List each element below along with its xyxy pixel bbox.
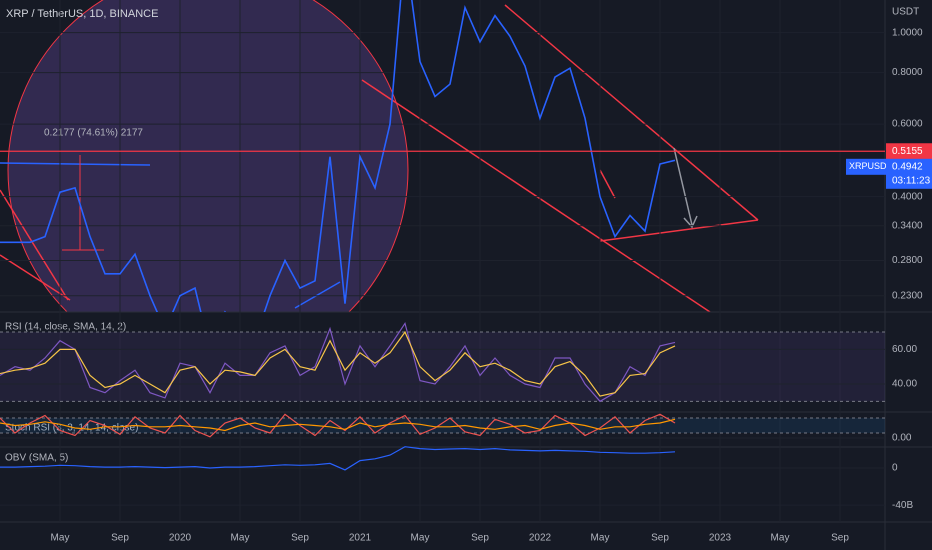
axis-unit: USDT	[892, 7, 919, 18]
x-tick-label: May	[231, 533, 250, 544]
circle-drawing	[7, 0, 409, 312]
y-tick-label: 60.00	[892, 344, 917, 355]
x-tick-label: Sep	[291, 533, 309, 544]
trendline	[294, 281, 341, 309]
pane-title: Stoch RSI (3, 3, 14, 14, close)	[5, 423, 138, 434]
pane-title: OBV (SMA, 5)	[5, 453, 68, 464]
arrow-head	[683, 215, 698, 229]
countdown-label: 03:11:23	[892, 175, 931, 186]
symbol-label: XRPUSDT	[849, 161, 893, 171]
series-group	[0, 321, 676, 403]
x-tick-label: Sep	[111, 533, 129, 544]
band-fill	[0, 332, 885, 402]
series-group	[0, 446, 676, 471]
measure-label: 0.2177 (74.61%) 2177	[44, 128, 143, 139]
pane-title: RSI (14, close, SMA, 14, 2)	[5, 322, 126, 333]
y-tick-label: 0.8000	[892, 67, 923, 78]
x-tick-label: 2021	[349, 533, 372, 544]
y-tick-label: 40.00	[892, 379, 917, 390]
y-tick-label: 0	[892, 463, 898, 474]
trendline	[599, 169, 616, 199]
x-tick-label: May	[411, 533, 430, 544]
x-tick-label: 2020	[169, 533, 192, 544]
symbol-box	[846, 158, 886, 175]
series-line	[0, 0, 676, 312]
arrow	[673, 147, 693, 226]
chart-title: XRP / TetherUS, 1D, BINANCE	[6, 8, 158, 20]
y-tick-label: 0.00	[892, 433, 912, 444]
series-group	[0, 413, 676, 438]
trendline	[0, 254, 71, 301]
price-label: 0.5155	[892, 146, 923, 157]
y-tick-label: -40B	[892, 500, 913, 511]
y-tick-label: 0.4000	[892, 191, 923, 202]
series-line	[0, 330, 676, 397]
y-tick-label: 0.3400	[892, 220, 923, 231]
x-tick-label: Sep	[651, 533, 669, 544]
x-tick-label: May	[591, 533, 610, 544]
trendline	[599, 219, 759, 242]
last-price-box	[886, 158, 932, 189]
x-tick-label: 2022	[529, 533, 552, 544]
trendline	[0, 189, 69, 301]
y-tick-label: 1.0000	[892, 27, 923, 38]
x-tick-label: May	[771, 533, 790, 544]
trendline	[504, 4, 759, 221]
x-tick-label: Sep	[471, 533, 489, 544]
series-line	[0, 446, 676, 471]
series-line	[0, 418, 676, 432]
series-group	[0, 0, 676, 312]
drawings	[0, 0, 759, 312]
x-tick-label: 2023	[709, 533, 732, 544]
last-price-label: 0.4942	[892, 161, 923, 172]
y-tick-label: 0.2800	[892, 255, 923, 266]
x-tick-label: May	[51, 533, 70, 544]
y-tick-label: 0.2300	[892, 290, 923, 301]
y-tick-label: 0.6000	[892, 119, 923, 130]
price-label-box	[886, 143, 932, 160]
x-tick-label: Sep	[831, 533, 849, 544]
trendline	[0, 162, 151, 166]
series-line	[0, 413, 676, 438]
